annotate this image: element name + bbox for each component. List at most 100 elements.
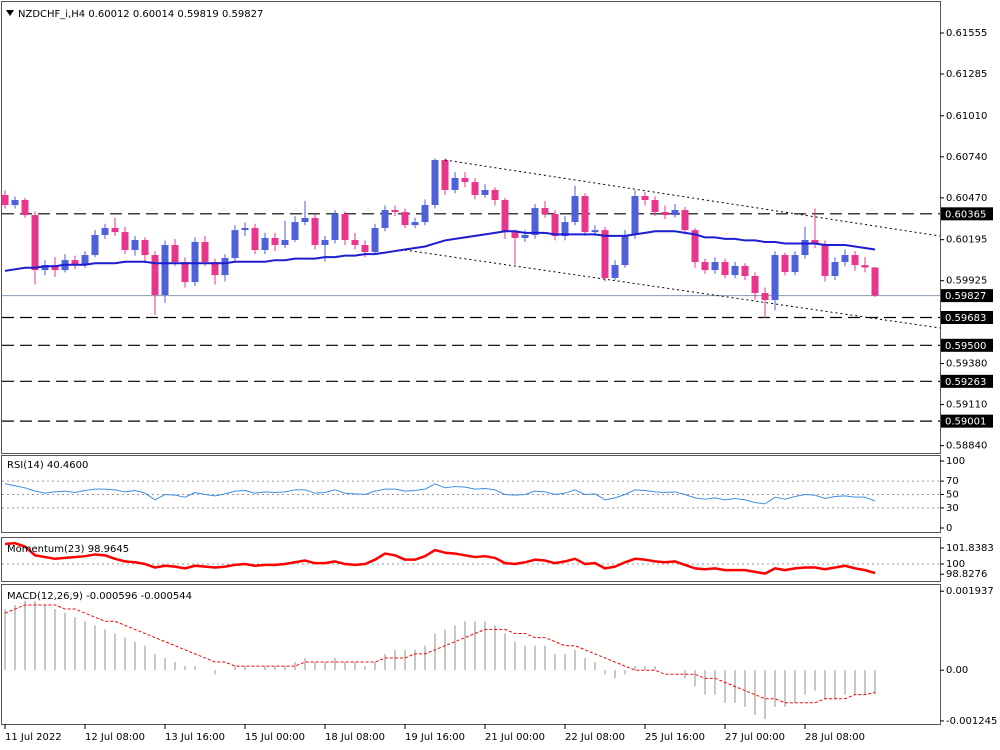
candle-body [341,213,349,240]
y-tick-label: 0.001937 [946,586,994,597]
candle-body [391,210,399,213]
level-label: 0.60365 [945,209,986,220]
rsi-title: RSI(14) [7,460,44,471]
candle-body [771,255,779,301]
level-box [941,338,993,352]
level-box [941,310,993,324]
rsi-panel [1,455,941,533]
candle-body [641,196,649,201]
candle-body [531,208,539,235]
level-box [941,414,993,428]
y-tick-label: 101.8383 [946,543,994,554]
symbol: NZDCHF_i,H4 [18,9,85,20]
menu-arrow[interactable] [6,10,14,16]
candle-body [1,194,9,206]
current-price-box [941,289,993,303]
candle-body [591,230,599,233]
candle-body [731,265,739,276]
level-label: 0.59263 [945,377,986,388]
level-label: 0.59683 [945,313,986,324]
candle-body [751,275,759,294]
macd-title: MACD(12,26,9) [7,591,83,602]
y-tick-label: 0.61555 [946,28,987,39]
candle-body [271,237,279,245]
candle-body [471,182,479,195]
candle-body [691,230,699,263]
rsi-value: 40.4600 [47,460,88,471]
y-tick-label: 0.00 [946,665,968,676]
x-tick-label: 13 Jul 16:00 [165,732,225,743]
candle-body [661,212,669,216]
candle-body [231,230,239,259]
candle-body [371,227,379,252]
candle-body [151,255,159,295]
macd-header: MACD(12,26,9) -0.000596 -0.000544 [7,591,192,602]
candle-body [631,196,639,235]
candle-body [761,293,769,301]
candle-body [671,210,679,216]
candle-body [171,244,179,263]
candle-body [841,255,849,263]
trend-line [444,159,941,237]
level-label: 0.59001 [945,417,986,428]
candle-body [361,244,369,252]
candle-body [121,232,129,251]
candle-body [741,265,749,276]
candle-body [461,177,469,183]
candle-body [101,227,109,235]
candle-body [51,265,59,271]
candle-body [801,239,809,256]
candle-body [651,200,659,213]
candle-body [421,205,429,223]
indicator-line [4,541,876,575]
candle-body [611,265,619,278]
candle-body [11,200,19,206]
candle-body [521,234,529,238]
signal-line [4,604,876,704]
macd-panel [1,584,941,725]
candle-body [431,160,439,206]
candle-body [411,222,419,226]
candle-body [81,255,89,266]
candle-body [351,239,359,245]
candle-body [331,213,339,240]
candle-body [301,217,309,223]
candle-body [711,262,719,271]
candle-body [141,239,149,256]
momentum-panel [1,537,941,582]
candle-body [441,160,449,190]
candle-body [791,255,799,273]
candle-body [401,212,409,226]
candle-body [701,262,709,271]
candle-body [781,255,789,273]
candle-body [191,241,199,283]
candle-body [71,260,79,266]
y-tick-label: 100 [946,559,965,570]
high: 0.60014 [133,9,174,20]
candle-body [551,213,559,237]
y-tick-label: 0.58840 [946,441,987,452]
candle-body [821,243,829,276]
candle-body [21,200,29,216]
y-tick-label: 0.61285 [946,69,987,80]
y-tick-label: 100 [946,456,965,467]
momentum-value: 98.9645 [88,544,129,555]
candle-body [511,232,519,238]
candle-body [261,237,269,251]
y-tick-label: 98.8276 [946,569,987,580]
y-tick-label: 0.59925 [946,276,987,287]
y-tick-label: 70 [946,476,959,487]
x-tick-label: 12 Jul 08:00 [85,732,145,743]
moving-average [4,230,876,272]
candle-body [851,255,859,266]
rsi-header: RSI(14) 40.4600 [7,460,88,471]
candle-body [601,230,609,278]
candle-body [811,239,819,244]
candle-body [251,227,259,251]
y-tick-label: 30 [946,503,959,514]
candle-body [31,215,39,271]
x-tick-label: 28 Jul 08:00 [805,732,865,743]
y-tick-label: 0.60195 [946,235,987,246]
candle-body [721,262,729,276]
candle-body [501,200,509,233]
